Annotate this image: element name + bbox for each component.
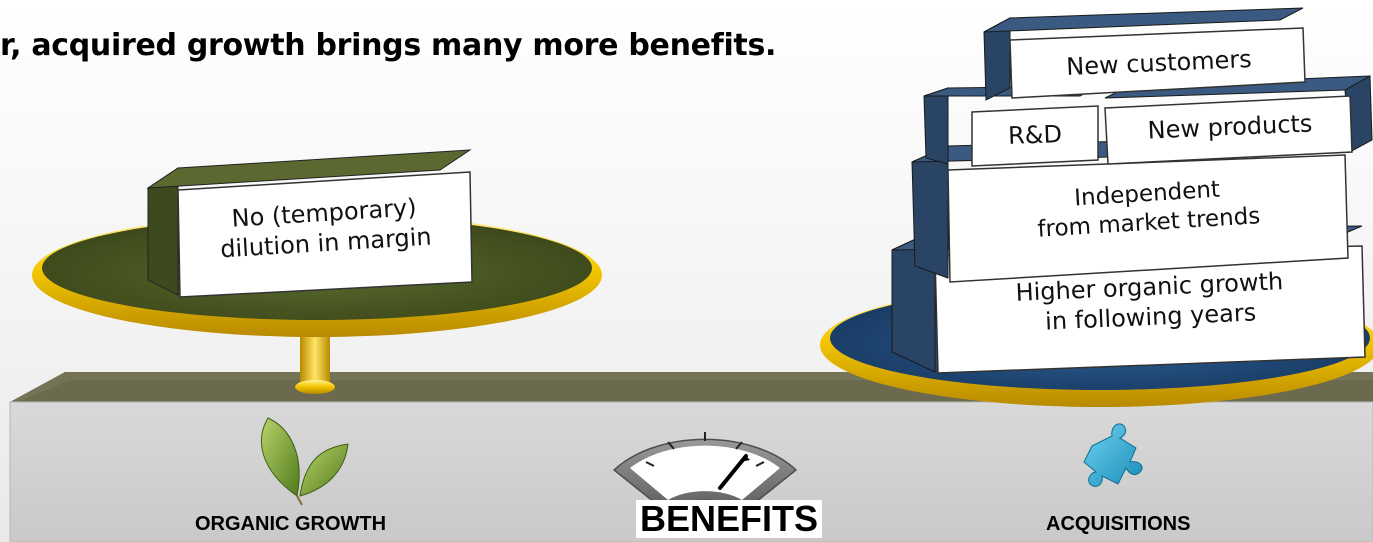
block-independent-front xyxy=(947,154,1349,283)
block-new-products-front xyxy=(1104,95,1353,165)
left-block-front xyxy=(177,171,473,298)
left-pan xyxy=(32,149,602,394)
leaf-icon xyxy=(261,417,349,506)
block-rnd-side xyxy=(923,87,949,165)
left-pan-post xyxy=(300,330,330,385)
block-new-customers-top xyxy=(983,7,1304,33)
left-block-top xyxy=(146,149,472,189)
headline: r, acquired growth brings many more bene… xyxy=(0,28,777,63)
block-independent-side xyxy=(911,145,949,279)
left-pan-post-foot xyxy=(295,380,335,394)
block-new-customers-front xyxy=(1009,27,1306,99)
right-pan xyxy=(820,7,1373,407)
benefits-label: BENEFITS xyxy=(636,500,823,538)
puzzle-piece-icon xyxy=(1083,423,1143,487)
gauge-icon xyxy=(612,432,798,511)
block-rnd-front xyxy=(971,105,1099,167)
organic-growth-label: ORGANIC GROWTH xyxy=(195,513,387,535)
acquisitions-label: ACQUISITIONS xyxy=(1046,513,1191,535)
rnd-label: R&D xyxy=(1007,120,1063,150)
